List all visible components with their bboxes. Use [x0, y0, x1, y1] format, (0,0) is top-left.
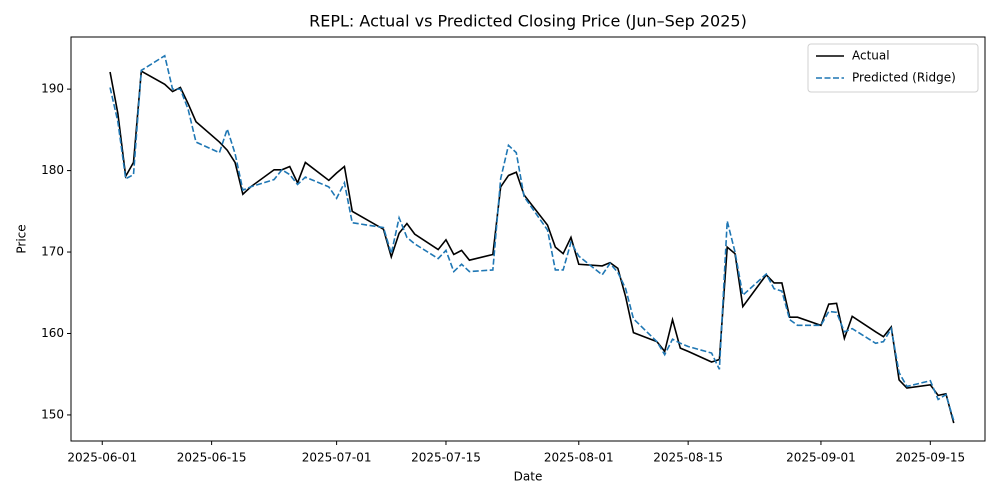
y-tick-label: 150	[41, 407, 64, 421]
legend-label: Predicted (Ridge)	[852, 71, 956, 85]
y-tick-label: 170	[41, 245, 64, 259]
plot-frame	[70, 36, 986, 442]
y-tick-label: 160	[41, 326, 64, 340]
x-tick-label: 2025-07-15	[411, 451, 481, 465]
x-tick-label: 2025-06-15	[177, 451, 247, 465]
x-tick-label: 2025-08-15	[653, 451, 723, 465]
y-tick-label: 190	[41, 82, 64, 96]
x-tick-label: 2025-06-01	[67, 451, 137, 465]
x-axis-label: Date	[514, 470, 543, 484]
x-tick-label: 2025-09-01	[786, 451, 856, 465]
series-line	[109, 54, 955, 421]
x-tick-label: 2025-07-01	[302, 451, 372, 465]
x-tick-label: 2025-08-01	[544, 451, 614, 465]
y-axis-label: Price	[15, 224, 29, 253]
legend-label: Actual	[852, 49, 890, 63]
x-tick-label: 2025-09-15	[895, 451, 965, 465]
chart-title: REPL: Actual vs Predicted Closing Price …	[309, 12, 747, 31]
y-tick-label: 180	[41, 163, 64, 177]
legend-box	[807, 43, 979, 93]
legend: Actual Predicted (Ridge)	[807, 43, 979, 93]
